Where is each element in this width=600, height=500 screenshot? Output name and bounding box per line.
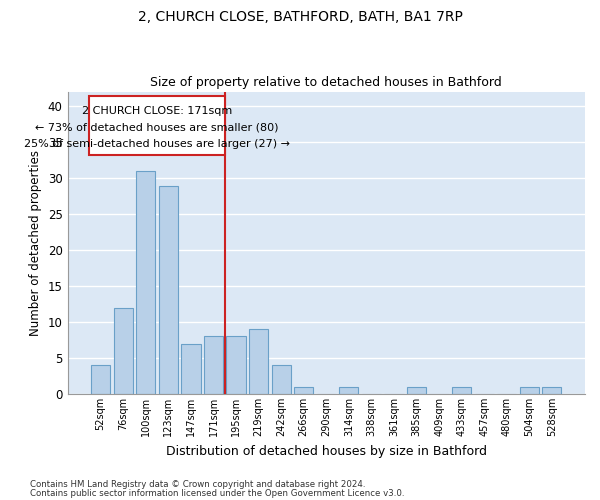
Title: Size of property relative to detached houses in Bathford: Size of property relative to detached ho… <box>151 76 502 90</box>
Bar <box>113 308 133 394</box>
Bar <box>89 96 225 156</box>
Bar <box>181 344 200 394</box>
Bar <box>272 366 291 394</box>
X-axis label: Distribution of detached houses by size in Bathford: Distribution of detached houses by size … <box>166 444 487 458</box>
Bar <box>159 186 178 394</box>
Bar <box>452 387 471 394</box>
Bar <box>339 387 358 394</box>
Text: Contains public sector information licensed under the Open Government Licence v3: Contains public sector information licen… <box>30 488 404 498</box>
Bar <box>226 336 245 394</box>
Bar <box>204 336 223 394</box>
Bar <box>542 387 562 394</box>
Bar <box>407 387 426 394</box>
Text: 25% of semi-detached houses are larger (27) →: 25% of semi-detached houses are larger (… <box>24 139 290 149</box>
Bar <box>91 366 110 394</box>
Bar <box>294 387 313 394</box>
Text: Contains HM Land Registry data © Crown copyright and database right 2024.: Contains HM Land Registry data © Crown c… <box>30 480 365 489</box>
Text: ← 73% of detached houses are smaller (80): ← 73% of detached houses are smaller (80… <box>35 123 279 133</box>
Bar <box>520 387 539 394</box>
Bar <box>249 330 268 394</box>
Text: 2, CHURCH CLOSE, BATHFORD, BATH, BA1 7RP: 2, CHURCH CLOSE, BATHFORD, BATH, BA1 7RP <box>137 10 463 24</box>
Y-axis label: Number of detached properties: Number of detached properties <box>29 150 42 336</box>
Text: 2 CHURCH CLOSE: 171sqm: 2 CHURCH CLOSE: 171sqm <box>82 106 232 117</box>
Bar <box>136 171 155 394</box>
